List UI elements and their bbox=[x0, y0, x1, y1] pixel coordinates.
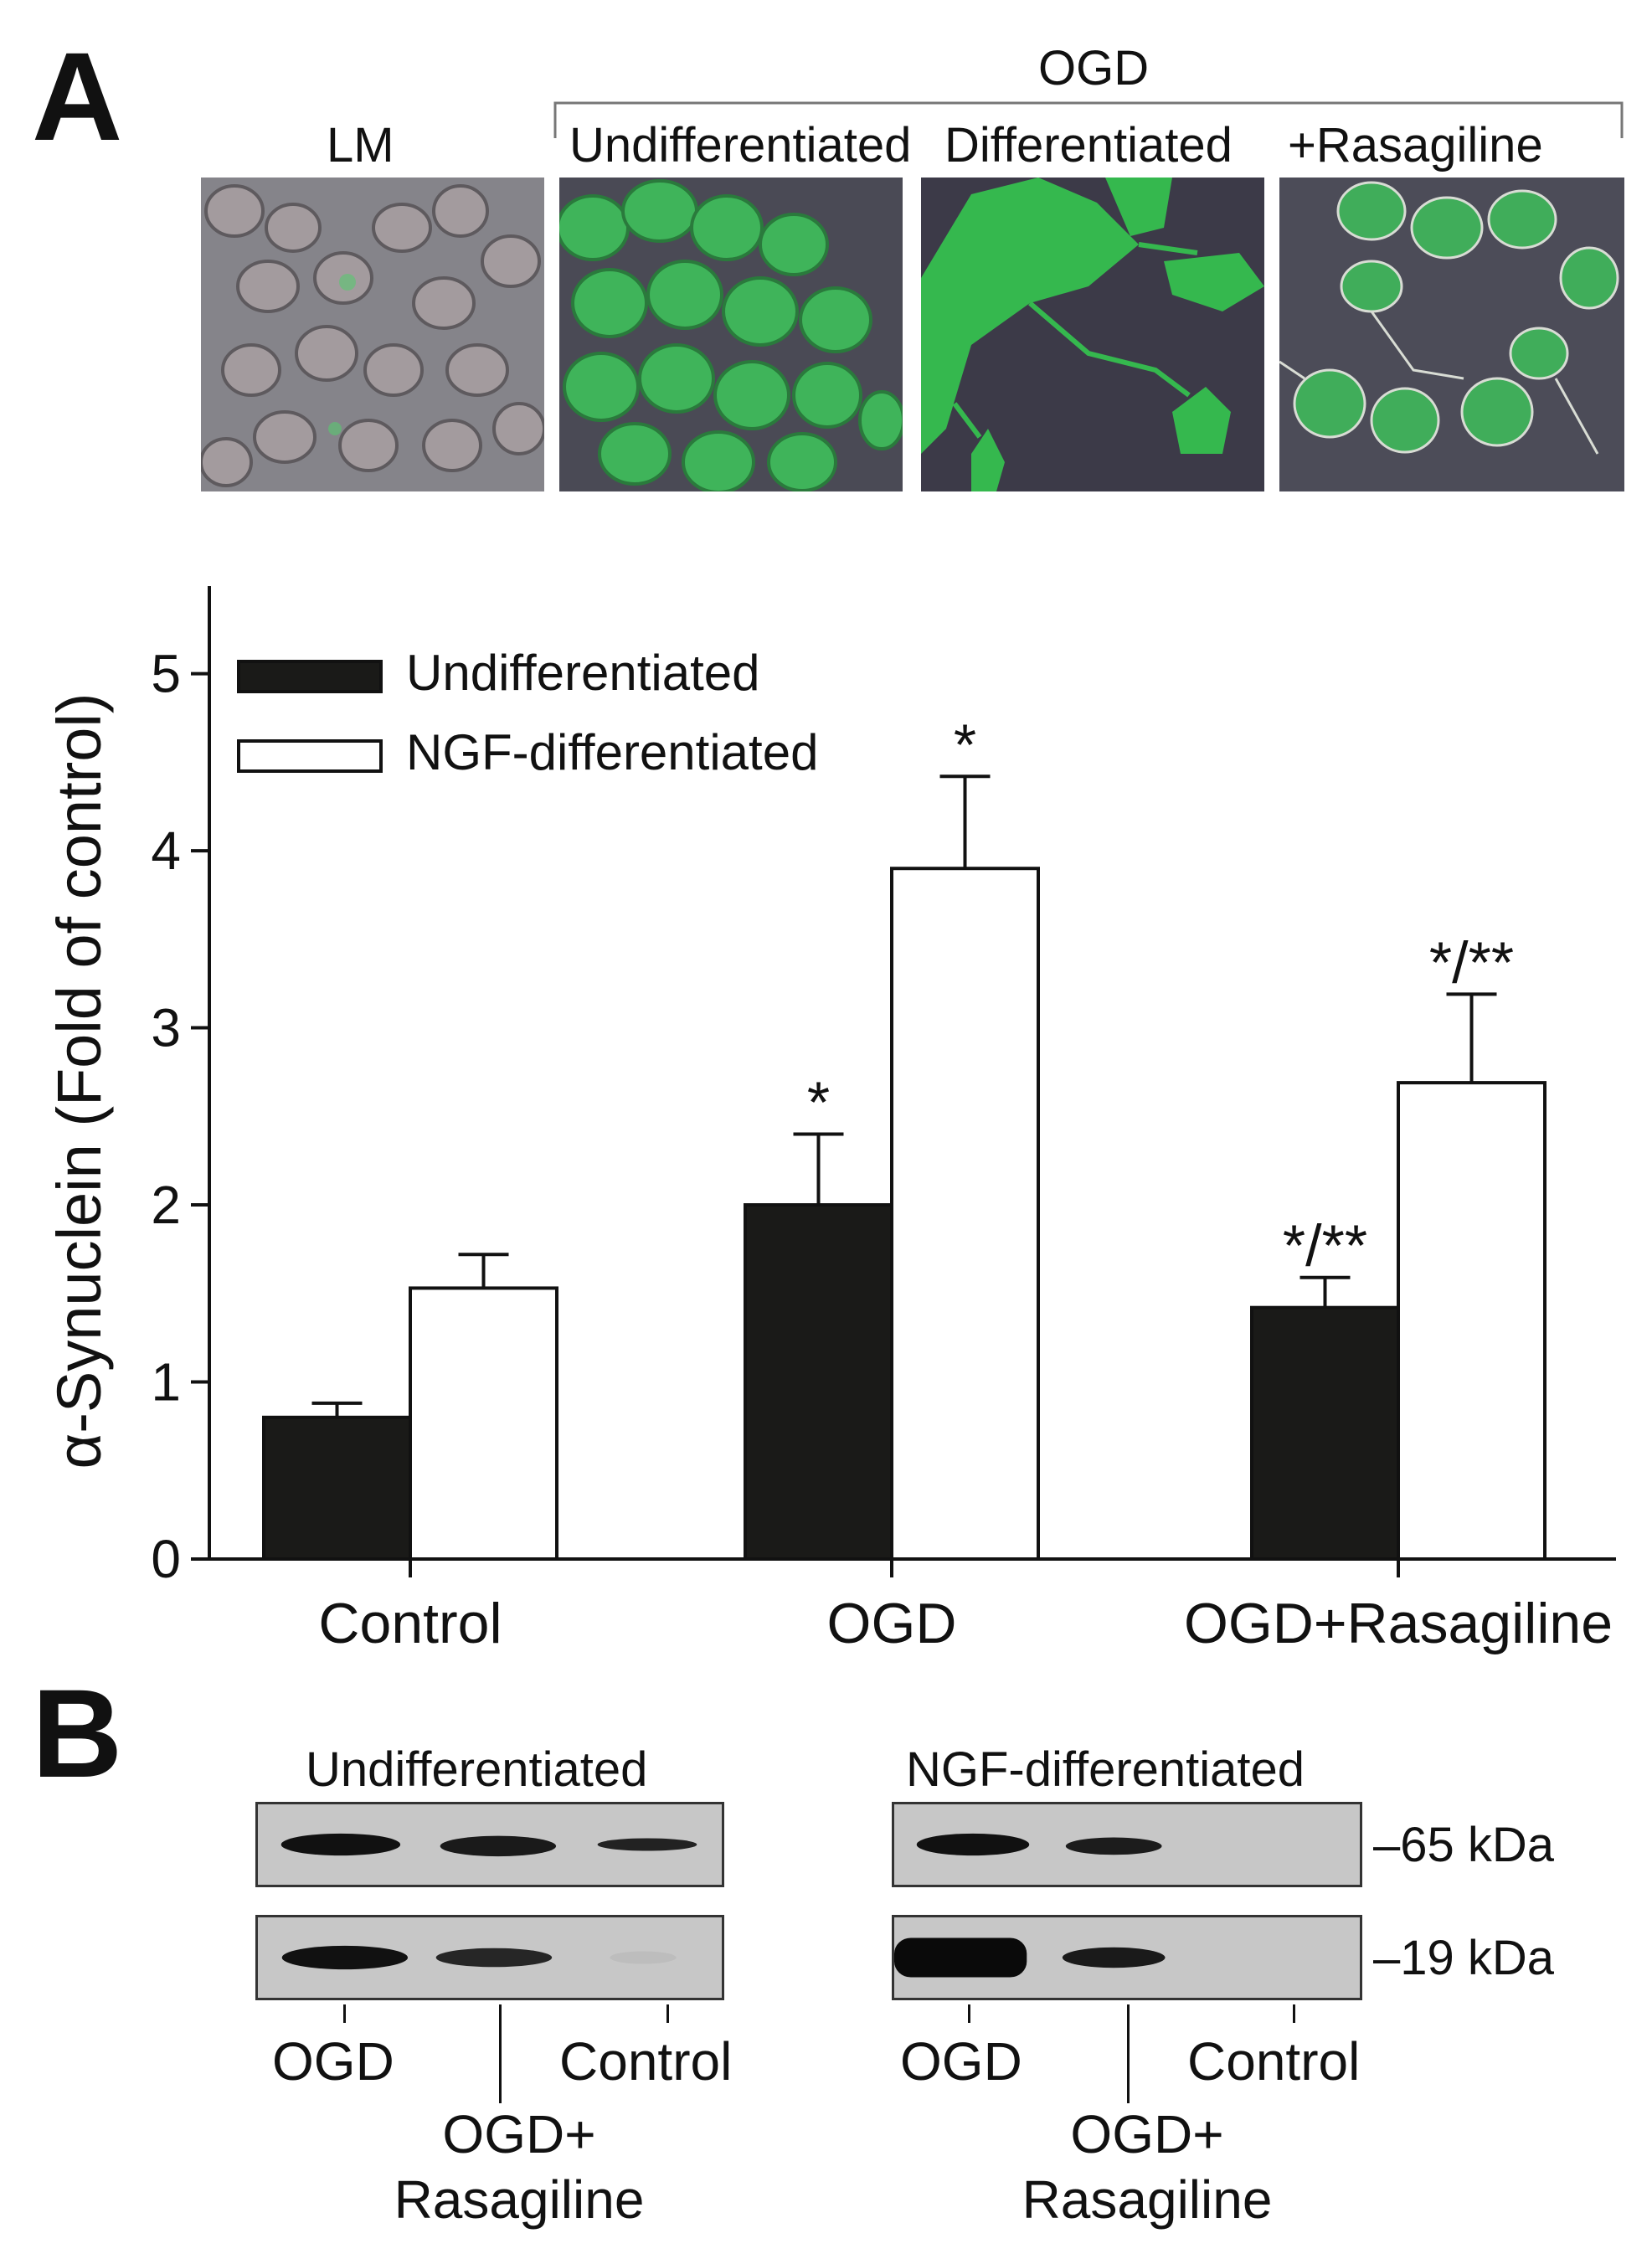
blot-left-19kda bbox=[255, 1915, 724, 2000]
panel-b-letter: B bbox=[32, 1663, 123, 1804]
lane-label-ogd: OGD bbox=[272, 2031, 394, 2092]
lane-tick bbox=[1127, 2004, 1130, 2103]
marker-19kda: –19 kDa bbox=[1373, 1931, 1555, 1985]
lane-tick bbox=[968, 2004, 970, 2023]
bar-ngf-differentiated bbox=[409, 1286, 558, 1562]
ogd-bracket bbox=[553, 101, 1624, 138]
lane-label-ogd-rasagiline: OGD+ Rasagiline bbox=[352, 2102, 687, 2232]
significance-label: * bbox=[807, 1069, 830, 1135]
undifferentiated-image-label: Undifferentiated bbox=[569, 118, 912, 172]
significance-label: */** bbox=[1429, 929, 1514, 995]
legend-label: NGF-differentiated bbox=[406, 724, 818, 780]
legend-swatch bbox=[237, 739, 383, 773]
bar-chart: 0 1 2 3 4 5 α-Synuclein (Fold of control) Contr… bbox=[44, 586, 1616, 1655]
lane-label-control: Control bbox=[559, 2031, 733, 2092]
undifferentiated-micrograph bbox=[559, 178, 903, 491]
differentiated-image-label: Differentiated bbox=[944, 118, 1233, 172]
y-tick-label: 5 bbox=[151, 644, 181, 704]
lm-label: LM bbox=[327, 118, 394, 172]
significance-label: * bbox=[954, 712, 976, 777]
lm-micrograph bbox=[201, 178, 544, 491]
blot-right-19kda bbox=[892, 1915, 1362, 2000]
lane-label-ogd-rasagiline: OGD+ Rasagiline bbox=[980, 2102, 1315, 2232]
y-tick-label: 1 bbox=[151, 1352, 181, 1413]
lane-label-ogd: OGD bbox=[900, 2031, 1022, 2092]
x-tick-label: OGD+Rasagiline bbox=[1184, 1592, 1613, 1655]
rasagiline-image-label: +Rasagiline bbox=[1288, 118, 1543, 172]
y-tick-label: 2 bbox=[151, 1175, 181, 1235]
rasagiline-micrograph bbox=[1279, 178, 1624, 491]
lane-label-ogd-plus: OGD+ bbox=[1070, 2104, 1224, 2164]
lane-label-ogd-plus: OGD+ bbox=[442, 2104, 596, 2164]
blot-left-65kda bbox=[255, 1802, 724, 1887]
lane-label-control: Control bbox=[1187, 2031, 1361, 2092]
x-tick-label: OGD bbox=[827, 1592, 957, 1655]
bar-undifferentiated bbox=[744, 1203, 893, 1561]
lane-tick bbox=[499, 2004, 502, 2103]
lane-label-rasagiline: Rasagiline bbox=[1022, 2169, 1273, 2230]
lane-tick bbox=[666, 2004, 669, 2023]
marker-65kda: –65 kDa bbox=[1373, 1818, 1555, 1872]
blot-right-title: NGF-differentiated bbox=[906, 1742, 1305, 1797]
y-tick-label: 4 bbox=[151, 821, 181, 881]
bar-undifferentiated bbox=[1250, 1305, 1400, 1561]
y-tick-label: 3 bbox=[151, 998, 181, 1058]
lane-tick bbox=[1293, 2004, 1295, 2023]
legend-swatch bbox=[237, 660, 383, 693]
differentiated-micrograph bbox=[921, 178, 1264, 491]
y-axis-label: α-Synuclein (Fold of control) bbox=[44, 692, 114, 1469]
blot-left-title: Undifferentiated bbox=[306, 1742, 648, 1797]
blot-right-65kda bbox=[892, 1802, 1362, 1887]
legend-label: Undifferentiated bbox=[406, 645, 760, 701]
x-tick-label: Control bbox=[318, 1592, 502, 1655]
bar-ngf-differentiated bbox=[890, 867, 1040, 1561]
y-tick-label: 0 bbox=[151, 1529, 181, 1589]
bar-ngf-differentiated bbox=[1397, 1081, 1546, 1561]
ogd-label: OGD bbox=[1038, 41, 1150, 95]
lane-label-rasagiline: Rasagiline bbox=[394, 2169, 645, 2230]
bar-undifferentiated bbox=[262, 1415, 412, 1561]
lane-tick bbox=[343, 2004, 346, 2023]
panel-a-letter: A bbox=[32, 26, 123, 167]
significance-label: */** bbox=[1283, 1213, 1367, 1279]
